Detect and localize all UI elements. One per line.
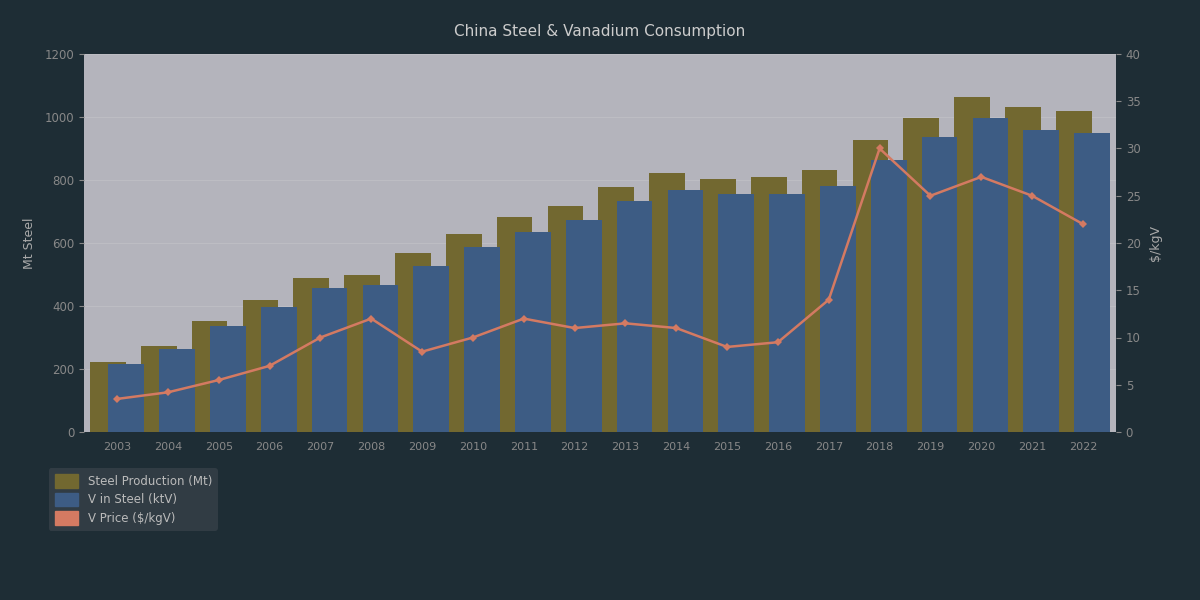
Bar <box>140 346 176 432</box>
Bar <box>446 235 481 432</box>
Bar <box>904 118 940 432</box>
Legend: Steel Production (Mt), V in Steel (ktV), V Price ($/kgV): Steel Production (Mt), V in Steel (ktV),… <box>49 468 218 530</box>
Bar <box>497 217 533 432</box>
Bar <box>751 178 786 432</box>
Bar <box>108 364 144 432</box>
Text: China Steel & Vanadium Consumption: China Steel & Vanadium Consumption <box>455 24 745 39</box>
Bar <box>954 97 990 432</box>
Bar <box>90 362 126 432</box>
Bar <box>160 349 194 432</box>
Bar <box>344 275 380 432</box>
Bar <box>719 194 754 432</box>
Bar <box>566 220 601 432</box>
Bar <box>547 206 583 432</box>
Bar <box>649 173 685 432</box>
Bar <box>414 266 449 432</box>
Y-axis label: Mt Steel: Mt Steel <box>23 217 36 269</box>
Bar <box>973 118 1008 432</box>
Bar <box>312 289 347 432</box>
Bar <box>667 190 703 432</box>
Bar <box>769 194 805 432</box>
Bar <box>599 187 634 432</box>
Bar <box>260 307 296 432</box>
Bar <box>362 284 398 432</box>
Bar <box>1006 107 1040 432</box>
Y-axis label: $/kgV: $/kgV <box>1148 225 1162 261</box>
Bar <box>242 300 278 432</box>
Bar <box>802 170 838 432</box>
Bar <box>515 232 551 432</box>
Bar <box>1056 112 1092 432</box>
Bar <box>820 186 856 432</box>
Bar <box>853 140 888 432</box>
Bar <box>1074 133 1110 432</box>
Bar <box>294 278 329 432</box>
Bar <box>395 253 431 432</box>
Bar <box>1024 130 1060 432</box>
Bar <box>210 326 246 432</box>
Bar <box>617 202 653 432</box>
Bar <box>922 137 958 432</box>
Bar <box>700 179 736 432</box>
Bar <box>464 247 500 432</box>
Bar <box>192 321 227 432</box>
Bar <box>871 160 906 432</box>
